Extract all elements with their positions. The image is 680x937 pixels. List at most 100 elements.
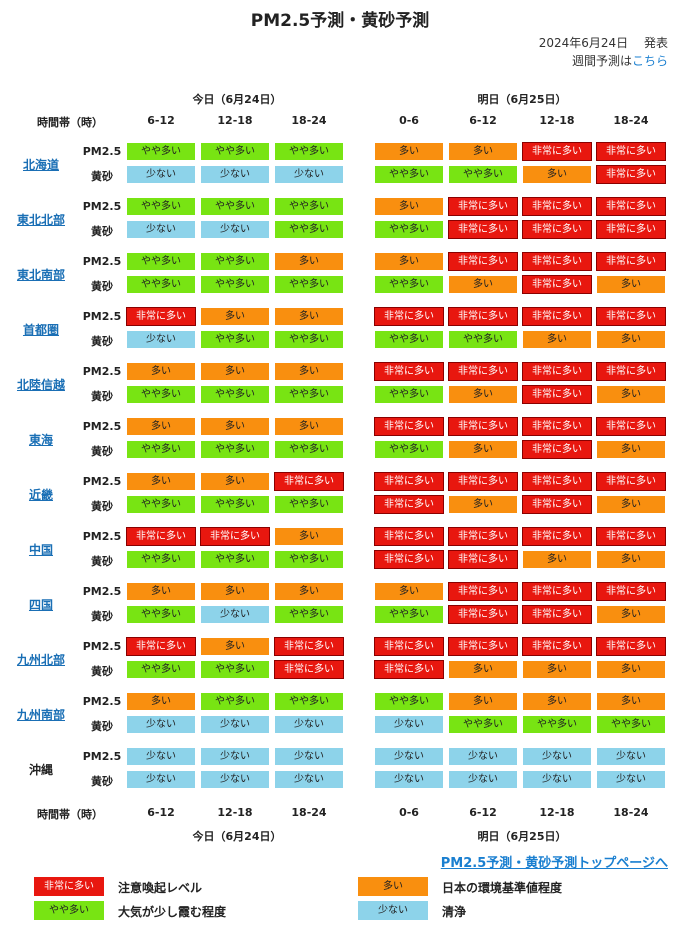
region-name[interactable]: 近畿 xyxy=(28,488,53,502)
today-header: 今日（6月24日） xyxy=(192,93,282,106)
today-time-top: 12-18 xyxy=(217,114,253,127)
dust-cell: 少ない xyxy=(274,770,344,789)
dust-cell: やや多い xyxy=(522,715,592,734)
pm25-cell: やや多い xyxy=(200,252,270,271)
dust-label: 黄砂 xyxy=(91,225,113,238)
dust-cell: やや多い xyxy=(596,715,666,734)
today-time-top: 6-12 xyxy=(147,114,175,127)
dust-cell: 少ない xyxy=(200,220,270,239)
pm25-cell: 非常に多い xyxy=(522,527,592,546)
dust-cell: 多い xyxy=(596,660,666,679)
pm25-cell: 多い xyxy=(200,417,270,436)
dust-cell: やや多い xyxy=(274,440,344,459)
dust-cell: やや多い xyxy=(200,660,270,679)
pm25-cell: 非常に多い xyxy=(522,417,592,436)
time-band-label-top: 時間帯（時） xyxy=(37,116,103,129)
region-name[interactable]: 北陸信越 xyxy=(16,378,65,392)
dust-cell: 少ない xyxy=(126,770,196,789)
dust-cell: やや多い xyxy=(448,330,518,349)
dust-cell: 多い xyxy=(448,660,518,679)
pm25-cell: 非常に多い xyxy=(448,582,518,601)
pm25-cell: 非常に多い xyxy=(522,637,592,656)
pm25-cell: 多い xyxy=(374,252,444,271)
dust-cell: やや多い xyxy=(200,385,270,404)
dust-cell: やや多い xyxy=(448,715,518,734)
pm25-cell: 非常に多い xyxy=(522,582,592,601)
dust-cell: やや多い xyxy=(374,165,444,184)
pm25-cell: 非常に多い xyxy=(448,362,518,381)
dust-cell: やや多い xyxy=(374,605,444,624)
region-name[interactable]: 東北南部 xyxy=(16,268,65,282)
pm25-cell: 少ない xyxy=(448,747,518,766)
region-name[interactable]: 東北北部 xyxy=(16,213,65,227)
pm25-label: PM2.5 xyxy=(82,200,122,213)
pm25-cell: 非常に多い xyxy=(596,197,666,216)
weekly-forecast-link[interactable]: こちら xyxy=(631,54,668,68)
dust-cell: 非常に多い xyxy=(448,550,518,569)
tomorrow-time-top: 0-6 xyxy=(399,114,419,127)
dust-cell: 多い xyxy=(596,385,666,404)
pm25-cell: 非常に多い xyxy=(274,637,344,656)
pm25-cell: 非常に多い xyxy=(274,472,344,491)
region-name[interactable]: 東海 xyxy=(28,433,53,447)
dust-cell: 少ない xyxy=(374,770,444,789)
dust-label: 黄砂 xyxy=(91,665,113,678)
pm25-cell: 非常に多い xyxy=(596,142,666,161)
legend-desc-lv1: 清浄 xyxy=(442,905,467,919)
pm25-cell: 多い xyxy=(274,252,344,271)
pm25-cell: 多い xyxy=(274,362,344,381)
dust-cell: 少ない xyxy=(126,220,196,239)
legend-swatch-lv1: 少ない xyxy=(358,901,428,920)
dust-cell: やや多い xyxy=(374,385,444,404)
dust-cell: やや多い xyxy=(374,275,444,294)
dust-cell: やや多い xyxy=(126,275,196,294)
today-time-bottom: 12-18 xyxy=(217,806,253,819)
dust-label: 黄砂 xyxy=(91,335,113,348)
dust-cell: 非常に多い xyxy=(522,440,592,459)
pm25-cell: 非常に多い xyxy=(522,197,592,216)
region-name[interactable]: 中国 xyxy=(28,543,53,557)
pm25-cell: 非常に多い xyxy=(448,472,518,491)
dust-cell: 多い xyxy=(522,550,592,569)
region-name[interactable]: 九州北部 xyxy=(16,653,65,667)
region-name[interactable]: 四国 xyxy=(28,598,53,612)
pm25-cell: 多い xyxy=(274,527,344,546)
pm25-cell: 多い xyxy=(596,692,666,711)
dust-cell: 非常に多い xyxy=(374,660,444,679)
dust-cell: やや多い xyxy=(126,495,196,514)
pm25-cell: 非常に多い xyxy=(522,307,592,326)
dust-cell: 非常に多い xyxy=(522,275,592,294)
dust-label: 黄砂 xyxy=(91,445,113,458)
pm25-cell: やや多い xyxy=(126,252,196,271)
dust-cell: やや多い xyxy=(274,605,344,624)
legend-swatch-lv3: 多い xyxy=(358,877,428,896)
today-time-bottom: 6-12 xyxy=(147,806,175,819)
pm25-cell: 非常に多い xyxy=(126,307,196,326)
region-name[interactable]: 九州南部 xyxy=(16,708,65,722)
pm25-cell: 非常に多い xyxy=(596,582,666,601)
tomorrow-time-bottom: 0-6 xyxy=(399,806,419,819)
dust-cell: 多い xyxy=(596,495,666,514)
pm25-cell: 多い xyxy=(126,692,196,711)
pm25-cell: 非常に多い xyxy=(448,252,518,271)
tomorrow-time-bottom: 6-12 xyxy=(469,806,497,819)
today-footer: 今日（6月24日） xyxy=(192,830,282,843)
pm25-cell: 非常に多い xyxy=(126,637,196,656)
pm25-cell: 非常に多い xyxy=(448,637,518,656)
tomorrow-time-top: 12-18 xyxy=(539,114,575,127)
pm25-cell: 多い xyxy=(522,692,592,711)
pm25-cell: 非常に多い xyxy=(374,472,444,491)
dust-cell: やや多い xyxy=(126,660,196,679)
dust-cell: 多い xyxy=(522,330,592,349)
pm25-cell: 非常に多い xyxy=(522,252,592,271)
dust-cell: やや多い xyxy=(200,440,270,459)
pm25-cell: 非常に多い xyxy=(596,527,666,546)
dust-label: 黄砂 xyxy=(91,720,113,733)
dust-cell: 多い xyxy=(596,605,666,624)
dust-cell: やや多い xyxy=(200,275,270,294)
region-name[interactable]: 首都圏 xyxy=(22,323,59,337)
dust-label: 黄砂 xyxy=(91,775,113,788)
pm25-cell: 非常に多い xyxy=(596,252,666,271)
region-name[interactable]: 北海道 xyxy=(22,158,59,172)
top-page-link[interactable]: PM2.5予測・黄砂予測トップページへ xyxy=(440,856,668,871)
